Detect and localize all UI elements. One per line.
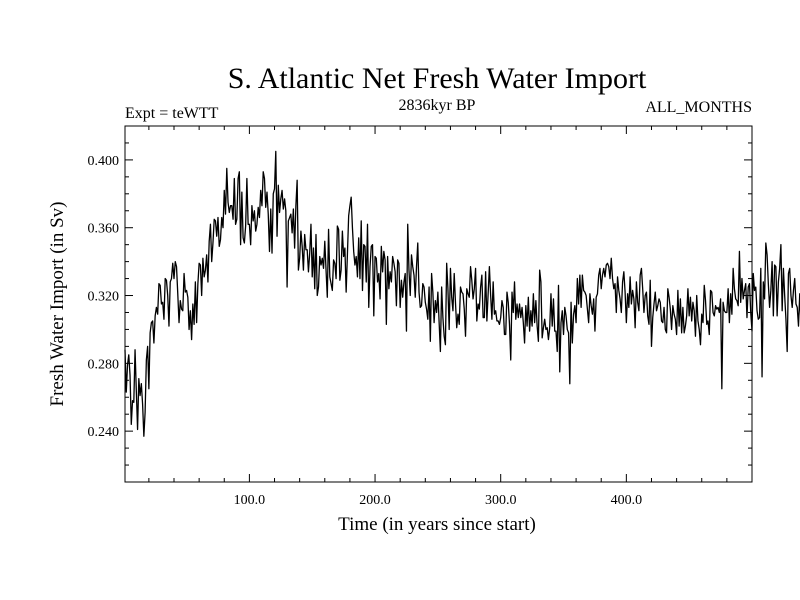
x-axis-label: Time (in years since start) — [338, 514, 536, 535]
series-line — [124, 150, 800, 437]
chart-subtitle-experiment: Expt = teWTT — [125, 105, 219, 122]
y-tick-label: 0.400 — [88, 154, 120, 169]
x-tick-label: 100.0 — [234, 493, 266, 508]
chart-title: S. Atlantic Net Fresh Water Import — [228, 62, 647, 95]
chart-subtitle-date: 2836kyr BP — [399, 97, 476, 114]
y-tick-label: 0.240 — [88, 425, 120, 440]
y-tick-label: 0.280 — [88, 357, 120, 372]
y-tick-label: 0.360 — [88, 222, 120, 237]
x-tick-label: 300.0 — [485, 493, 517, 508]
y-tick-label: 0.320 — [88, 290, 120, 305]
x-tick-label: 400.0 — [611, 493, 643, 508]
chart-subtitle-months: ALL_MONTHS — [645, 99, 752, 116]
y-axis-label: Fresh Water Import (in Sv) — [47, 202, 68, 407]
plot-area: 0.240 0.280 0.320 0.360 0.400 100.0 200.0 300.0… — [88, 125, 800, 508]
x-tick-label: 200.0 — [359, 493, 391, 508]
